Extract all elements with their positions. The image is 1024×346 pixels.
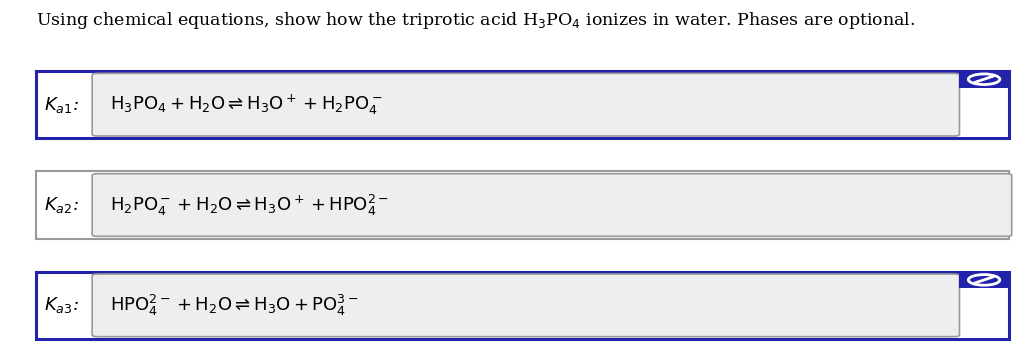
FancyBboxPatch shape [92, 73, 959, 136]
Text: $K_{a2}$:: $K_{a2}$: [44, 195, 79, 215]
Text: $\mathrm{HPO_4^{2-} + H_2O \rightleftharpoons H_3O + PO_4^{3-}}$: $\mathrm{HPO_4^{2-} + H_2O \rightlefthar… [110, 293, 358, 318]
Text: $\mathrm{H_3PO_4 + H_2O \rightleftharpoons H_3O^+ + H_2PO_4^-}$: $\mathrm{H_3PO_4 + H_2O \rightleftharpoo… [110, 92, 382, 117]
Bar [36, 71, 1009, 138]
FancyBboxPatch shape [92, 174, 1012, 236]
Text: $\mathrm{H_2PO_4^- + H_2O \rightleftharpoons H_3O^+ + HPO_4^{2-}}$: $\mathrm{H_2PO_4^- + H_2O \rightleftharp… [110, 192, 389, 218]
Text: $K_{a3}$:: $K_{a3}$: [44, 295, 79, 315]
Bar [36, 171, 1009, 239]
Bar [36, 272, 1009, 339]
Bar [959, 272, 1009, 288]
Text: $K_{a1}$:: $K_{a1}$: [44, 95, 79, 115]
Text: Using chemical equations, show how the triprotic acid H$_3$PO$_4$ ionizes in wat: Using chemical equations, show how the t… [36, 10, 915, 31]
FancyBboxPatch shape [92, 274, 959, 337]
Bar [959, 71, 1009, 88]
